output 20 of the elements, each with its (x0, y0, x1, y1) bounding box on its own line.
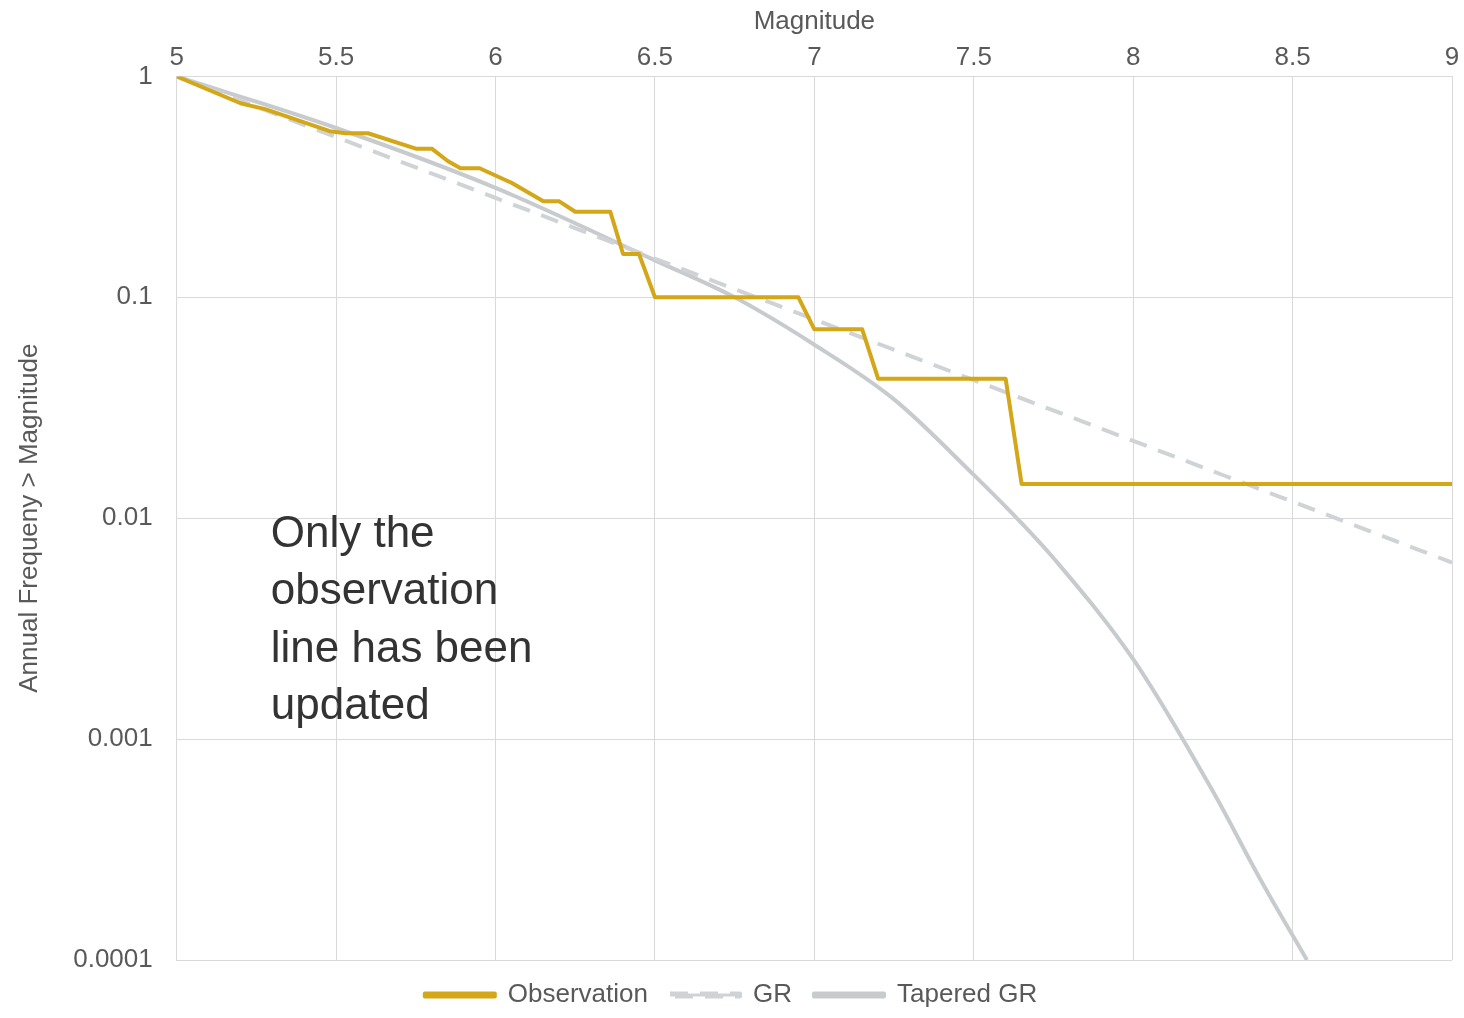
y-tick-label: 0.001 (87, 722, 153, 753)
annotation: Only the observation line has been updated (270, 506, 533, 729)
y-axis-title: Annual Frequeny > Magnitude (12, 343, 43, 693)
x-tick-label: 7.5 (955, 40, 992, 71)
x-tick-label: 6.5 (636, 40, 674, 71)
x-tick-label: 7 (807, 40, 822, 71)
x-tick-label: 6 (488, 40, 503, 71)
x-axis-title: Magnitude (753, 4, 876, 35)
x-tick-label: 8.5 (1274, 40, 1311, 71)
x-tick-label: 9 (1444, 40, 1460, 71)
y-tick-label: 0.01 (102, 501, 153, 532)
legend-label: Observation (507, 978, 649, 1009)
legend-label: GR (753, 978, 792, 1009)
y-tick-label: 1 (138, 59, 153, 90)
x-tick-label: 5.5 (318, 40, 355, 71)
y-tick-label: 0.0001 (73, 943, 153, 974)
y-tick-label: 0.1 (116, 280, 153, 311)
x-tick-label: 8 (1125, 40, 1141, 71)
legend-label: Tapered GR (897, 978, 1038, 1009)
x-tick-label: 5 (169, 40, 184, 71)
